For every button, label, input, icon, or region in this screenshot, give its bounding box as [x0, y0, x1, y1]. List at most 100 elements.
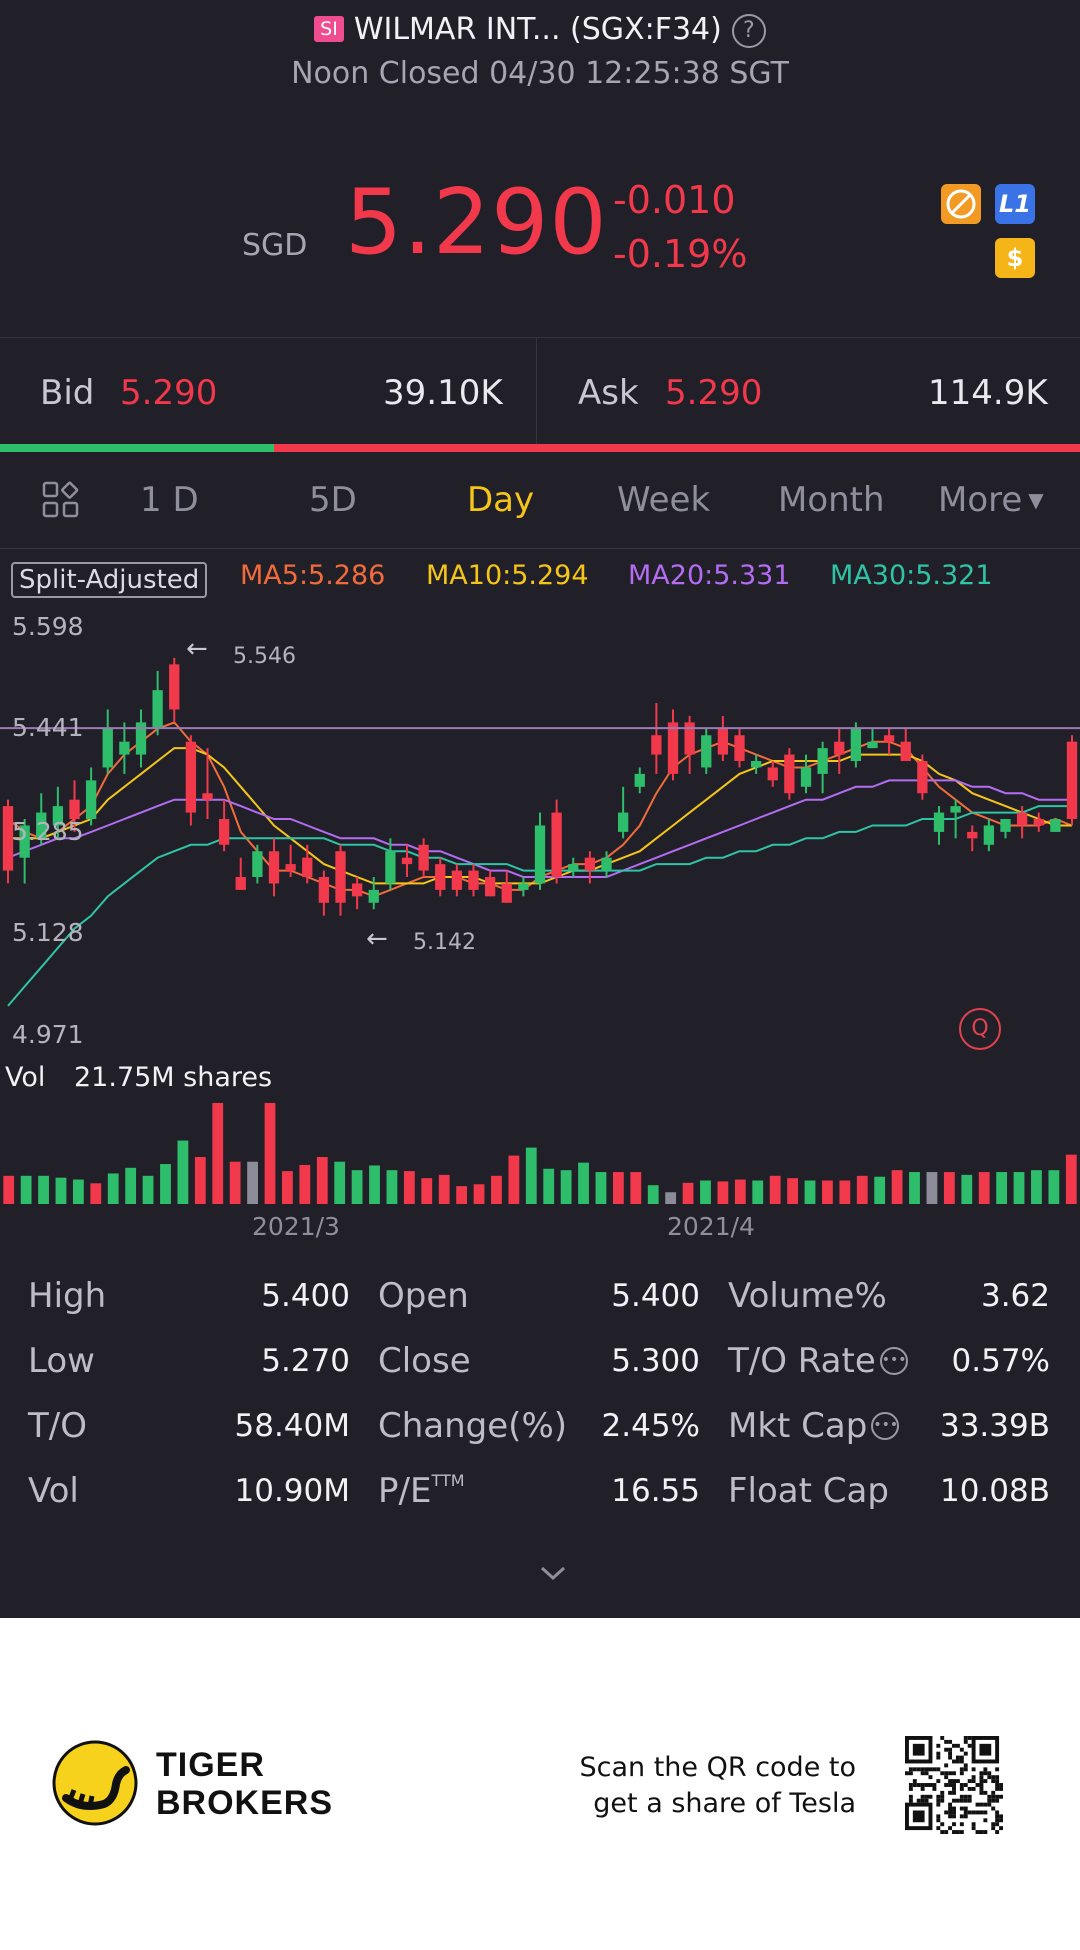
qr-code[interactable]: [905, 1736, 1003, 1834]
candle: [235, 857, 246, 890]
candle: [767, 761, 778, 787]
tab-1d[interactable]: 1 D: [140, 480, 199, 520]
info-icon[interactable]: •••: [871, 1412, 900, 1440]
volume-bar: [369, 1165, 380, 1204]
q-icon[interactable]: Q: [959, 1008, 1001, 1050]
volume-label: Vol: [5, 1062, 46, 1093]
stat-label-close: Close: [378, 1341, 471, 1381]
volume-bar: [856, 1175, 868, 1204]
volume-bar: [72, 1179, 84, 1204]
candle: [102, 709, 113, 774]
candle: [202, 748, 213, 820]
stat-label-volume-pct: Volume%: [728, 1276, 887, 1316]
ask-ratio-bar: [274, 444, 1080, 452]
candle-body: [484, 877, 496, 897]
stat-value-change: 2.45%: [601, 1408, 700, 1444]
volume-bar: [386, 1170, 398, 1204]
candle-body: [917, 761, 928, 794]
volume-bar: [316, 1157, 328, 1204]
candle-body: [385, 851, 396, 884]
last-price: 5.290: [345, 170, 608, 275]
stat-value-high: 5.400: [261, 1278, 350, 1314]
candle: [883, 728, 895, 755]
tab-week[interactable]: Week: [617, 480, 711, 520]
market-status: Noon Closed 04/30 12:25:38 SGT: [291, 56, 789, 91]
volume-bar: [264, 1102, 276, 1204]
bid-ratio-bar: [0, 444, 274, 452]
candle-body: [169, 664, 180, 710]
dollar-icon[interactable]: $: [995, 238, 1035, 278]
arrow-left-icon: ←: [186, 634, 208, 664]
volume-bar: [473, 1184, 485, 1204]
candle: [1033, 812, 1044, 832]
info-icon[interactable]: •••: [879, 1347, 908, 1375]
pe-ttm-superscript: TTM: [431, 1471, 465, 1490]
volume-bar: [1065, 1154, 1077, 1204]
volume-value: 21.75M shares: [74, 1062, 273, 1093]
tab-month[interactable]: Month: [778, 480, 885, 520]
tab-more[interactable]: More ▼: [938, 480, 1044, 520]
candle-body: [684, 722, 695, 755]
candle: [834, 728, 845, 774]
candle-body: [451, 870, 463, 890]
split-adjusted-toggle[interactable]: Split-Adjusted: [11, 562, 208, 598]
volume-bar: [700, 1180, 711, 1204]
volume-bar: [891, 1170, 903, 1204]
stat-label-high: High: [28, 1276, 107, 1316]
candle-body: [19, 825, 30, 858]
divider: [0, 548, 1080, 549]
volume-bar: [874, 1176, 886, 1204]
level1-data-icon[interactable]: L1: [995, 184, 1035, 224]
volume-bar: [996, 1172, 1008, 1204]
candle: [684, 715, 695, 774]
candlestick-chart[interactable]: ←: [0, 600, 1080, 1240]
mkt-cap-label: Mkt Cap: [728, 1406, 868, 1446]
candle-body: [335, 851, 346, 903]
quote-screen: SI WILMAR INT... (SGX:F34)? Noon Closed 0…: [0, 0, 1080, 1618]
stock-title[interactable]: SI WILMAR INT... (SGX:F34)?: [0, 12, 1080, 48]
volume-bar: [804, 1180, 816, 1204]
stat-label-vol: Vol: [28, 1471, 79, 1511]
candle: [69, 780, 80, 832]
low-price-marker: 5.142: [413, 930, 476, 955]
candle-body: [617, 812, 629, 832]
candle-body: [767, 767, 778, 781]
tab-day[interactable]: Day: [467, 480, 535, 520]
stat-value-turnover: 58.40M: [234, 1408, 351, 1444]
candle: [468, 864, 479, 897]
volume-bar: [229, 1161, 241, 1204]
candle-body: [202, 793, 213, 800]
no-shorting-icon[interactable]: [941, 184, 981, 224]
candle: [385, 838, 396, 890]
volume-bar: [334, 1161, 346, 1204]
volume-bar: [38, 1175, 49, 1204]
candle-body: [185, 741, 197, 813]
candle: [1000, 819, 1011, 839]
y-tick: 5.598: [12, 612, 84, 641]
candle: [218, 799, 230, 852]
y-tick: 5.441: [12, 713, 84, 742]
candle-body: [318, 877, 330, 903]
volume-bar: [630, 1172, 642, 1204]
tab-5d[interactable]: 5D: [309, 480, 357, 520]
volume-bar: [456, 1186, 468, 1204]
help-icon[interactable]: ?: [731, 14, 766, 48]
candle-body: [584, 857, 596, 871]
candle-body: [967, 831, 978, 839]
candle: [36, 793, 47, 845]
bid-quantity: 39.10K: [383, 373, 503, 413]
candle: [484, 870, 496, 897]
volume-bar: [647, 1185, 659, 1204]
candle: [568, 857, 579, 878]
layout-grid-icon[interactable]: [42, 481, 80, 519]
candle: [1050, 819, 1061, 832]
candle-body: [701, 735, 712, 768]
candle-body: [218, 819, 230, 845]
volume-bar: [142, 1175, 154, 1204]
market-badge: SI: [314, 16, 344, 42]
chevron-down-icon[interactable]: [536, 1556, 570, 1590]
stat-value-volume-pct: 3.62: [980, 1278, 1050, 1314]
volume-bar: [438, 1174, 450, 1204]
volume-bar: [682, 1182, 694, 1204]
stat-value-float-cap: 10.08B: [939, 1473, 1050, 1509]
